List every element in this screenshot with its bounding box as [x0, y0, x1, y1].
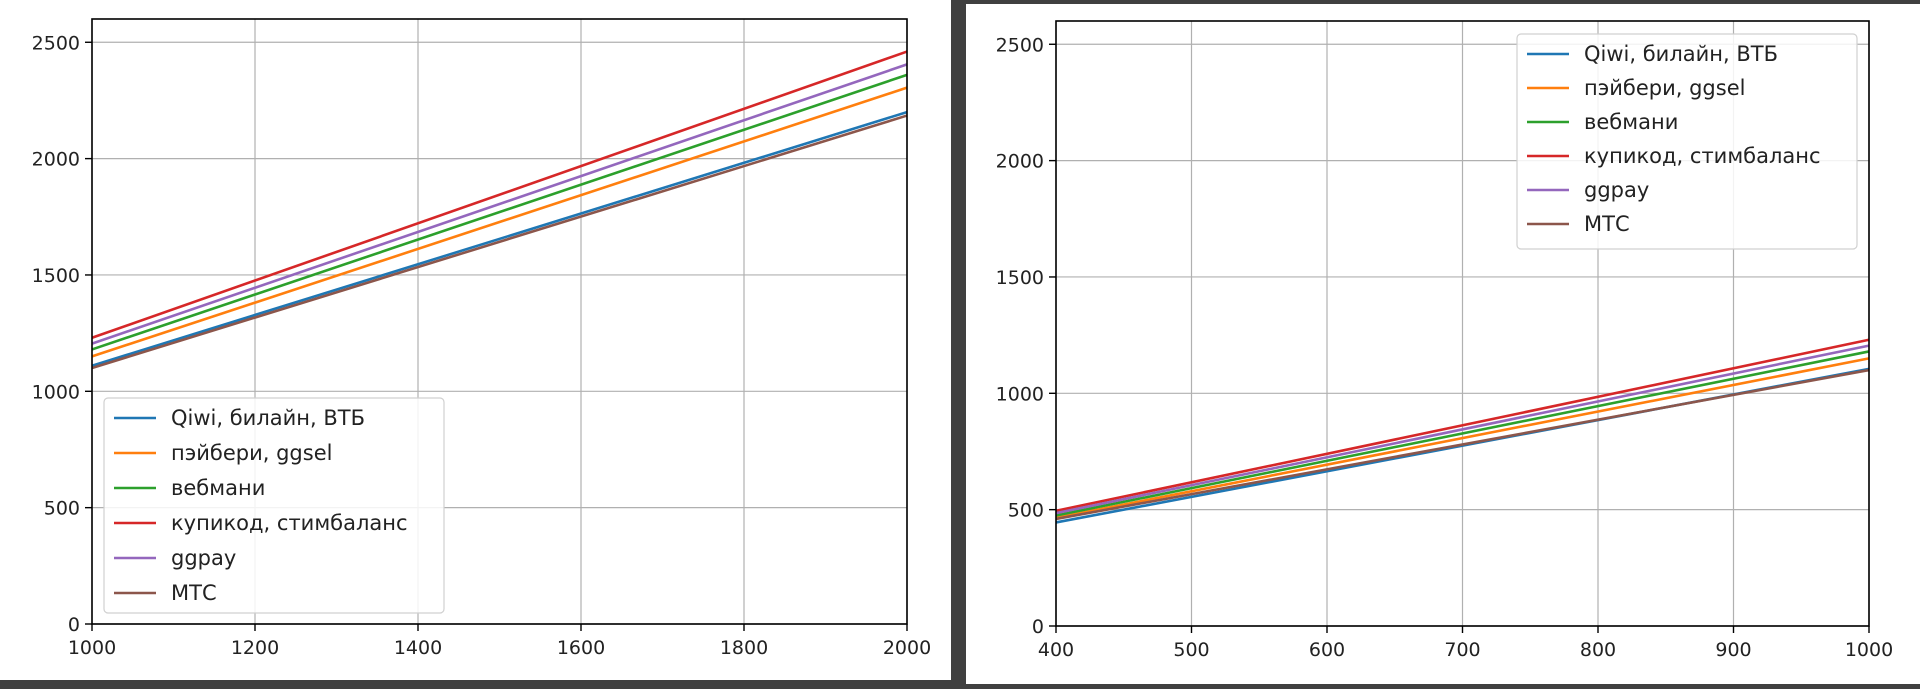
series-line-1 [91, 86, 908, 358]
series-line-5 [91, 114, 908, 370]
x-tick-label-6: 1000 [1845, 639, 1893, 661]
series-line-2 [91, 73, 908, 351]
legend: Qiwi, билайн, ВТБ пэйбери, ggsel вебмани ку… [1516, 33, 1858, 250]
y-tick-label-1: 500 [1008, 500, 1044, 522]
x-tick-label-0: 400 [1038, 639, 1074, 661]
legend-label-0: Qiwi, билайн, ВТБ [1584, 42, 1778, 66]
legend-label-4: ggpay [1584, 178, 1649, 202]
legend-label-0: Qiwi, билайн, ВТБ [171, 406, 365, 430]
x-tick-label-5: 2000 [883, 637, 931, 659]
series-group [1055, 338, 1870, 524]
series-line-4 [91, 63, 908, 345]
x-tick-label-0: 1000 [68, 637, 116, 659]
legend-label-5: МТС [1584, 212, 1630, 236]
legend-label-2: вебмани [1584, 110, 1678, 134]
series-line-5 [1055, 368, 1870, 521]
y-tick-label-5: 2500 [996, 34, 1044, 56]
legend-label-4: ggpay [171, 546, 236, 570]
series-line-4 [1055, 344, 1870, 515]
y-tick-label-5: 2500 [32, 32, 80, 54]
chart-panel-left: 1000 1200 1400 1600 1800 2000 0 500 1000 1500 2000… [0, 0, 951, 680]
x-tick-label-2: 600 [1309, 639, 1345, 661]
legend-label-5: МТС [171, 581, 217, 605]
legend-label-1: пэйбери, ggsel [171, 441, 332, 465]
ticks: 400 500 600 700 800 900 1000 0 500 1000 1500 2000 25… [996, 34, 1894, 661]
legend-box [1516, 33, 1858, 250]
x-tick-label-2: 1400 [394, 637, 442, 659]
y-tick-label-2: 1000 [32, 381, 80, 403]
x-tick-label-5: 900 [1715, 639, 1751, 661]
y-tick-label-4: 2000 [32, 149, 80, 171]
legend: Qiwi, билайн, ВТБ пэйбери, ggsel вебмани ку… [103, 397, 445, 614]
legend-label-2: вебмани [171, 476, 265, 500]
x-tick-label-1: 1200 [231, 637, 279, 659]
chart-right: 400 500 600 700 800 900 1000 0 500 1000 1500 2000 25… [996, 20, 1894, 661]
x-tick-label-3: 700 [1444, 639, 1480, 661]
plot-frame [91, 18, 908, 625]
y-tick-label-3: 1500 [32, 265, 80, 287]
y-tick-label-4: 2000 [996, 151, 1044, 173]
series-line-3 [91, 50, 908, 340]
x-tick-label-1: 500 [1173, 639, 1209, 661]
ticks: 1000 1200 1400 1600 1800 2000 0 500 1000 1500 2000… [32, 32, 932, 659]
x-tick-label-4: 800 [1580, 639, 1616, 661]
chart-left: 1000 1200 1400 1600 1800 2000 0 500 1000 1500 2000… [32, 18, 932, 659]
x-tick-label-3: 1600 [557, 637, 605, 659]
legend-label-3: купикод, стимбаланс [171, 511, 408, 535]
y-tick-label-0: 0 [1032, 616, 1044, 638]
legend-label-3: купикод, стимбаланс [1584, 144, 1821, 168]
series-line-3 [1055, 338, 1870, 513]
chart-panel-right: 400 500 600 700 800 900 1000 0 500 1000 1500 2000 25… [966, 4, 1920, 684]
y-tick-label-0: 0 [68, 614, 80, 636]
y-tick-label-3: 1500 [996, 267, 1044, 289]
series-line-1 [1055, 357, 1870, 520]
series-line-2 [1055, 350, 1870, 517]
legend-box [103, 397, 445, 614]
y-tick-label-2: 1000 [996, 383, 1044, 405]
series-group [91, 50, 908, 370]
legend-label-1: пэйбери, ggsel [1584, 76, 1745, 100]
y-tick-label-1: 500 [44, 498, 80, 520]
series-line-0 [91, 110, 908, 367]
x-tick-label-4: 1800 [720, 637, 768, 659]
